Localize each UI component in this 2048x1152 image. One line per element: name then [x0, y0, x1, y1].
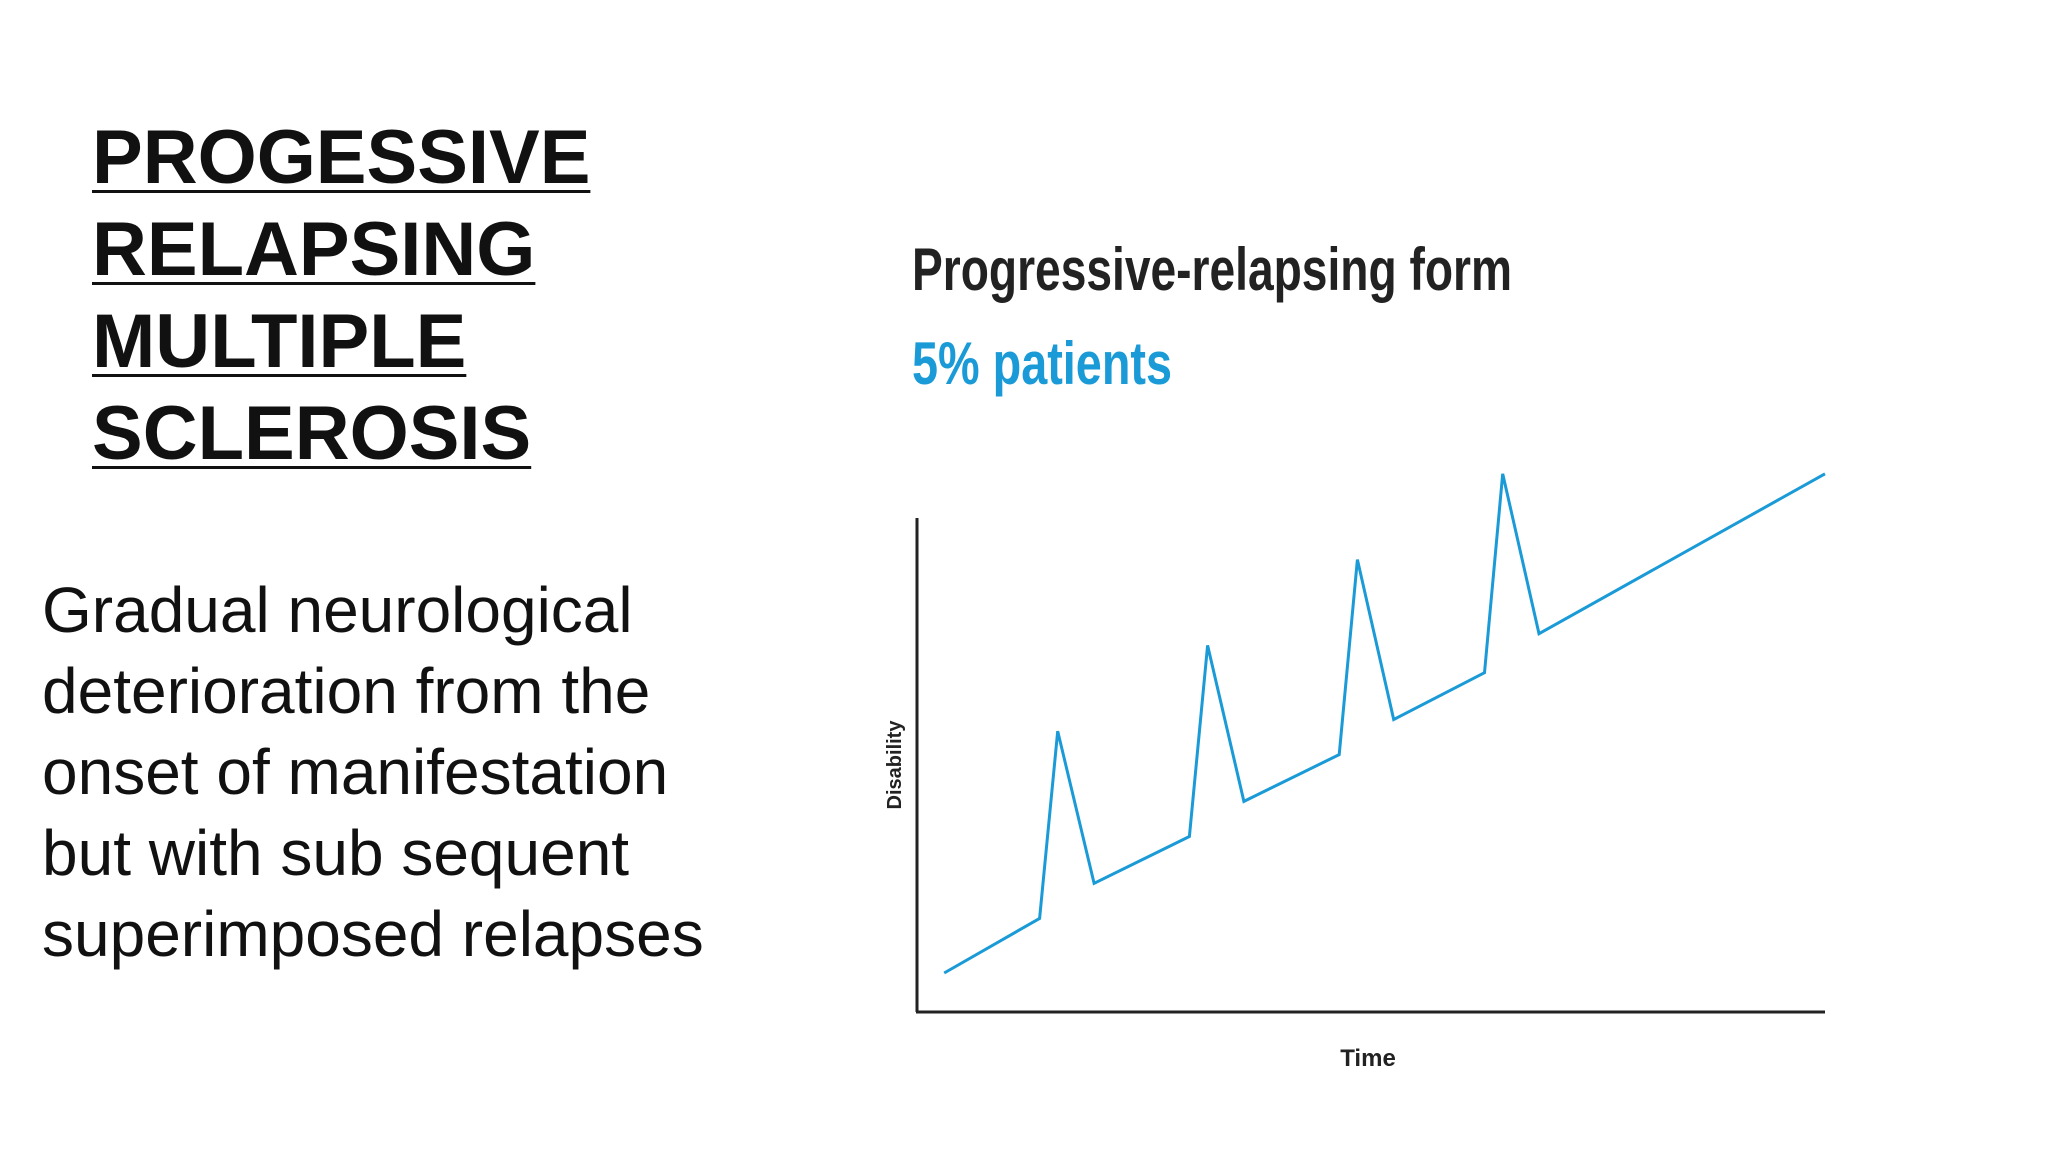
chart-title: Progressive-relapsing form — [912, 236, 1512, 303]
title-line: MULTIPLE — [92, 299, 467, 384]
body-line: Gradual neurological — [42, 574, 633, 646]
chart-subtitle: 5% patients — [912, 330, 1172, 397]
slide-title: PROGESSIVE RELAPSING MULTIPLE SCLEROSIS — [92, 112, 652, 480]
body-line: but with sub sequent — [42, 817, 630, 889]
slide-body-text: Gradual neurological deterioration from … — [42, 570, 862, 975]
title-line: SCLEROSIS — [92, 391, 532, 476]
body-line: deterioration from the — [42, 655, 651, 727]
x-axis-label: Time — [1340, 1045, 1396, 1072]
body-line: onset of manifestation — [42, 736, 669, 808]
body-line: superimposed relapses — [42, 898, 704, 970]
title-line: PROGESSIVE — [92, 115, 591, 200]
y-axis-label: Disability — [884, 720, 906, 810]
title-line: RELAPSING — [92, 207, 536, 292]
series-line-disability — [943, 472, 1826, 975]
